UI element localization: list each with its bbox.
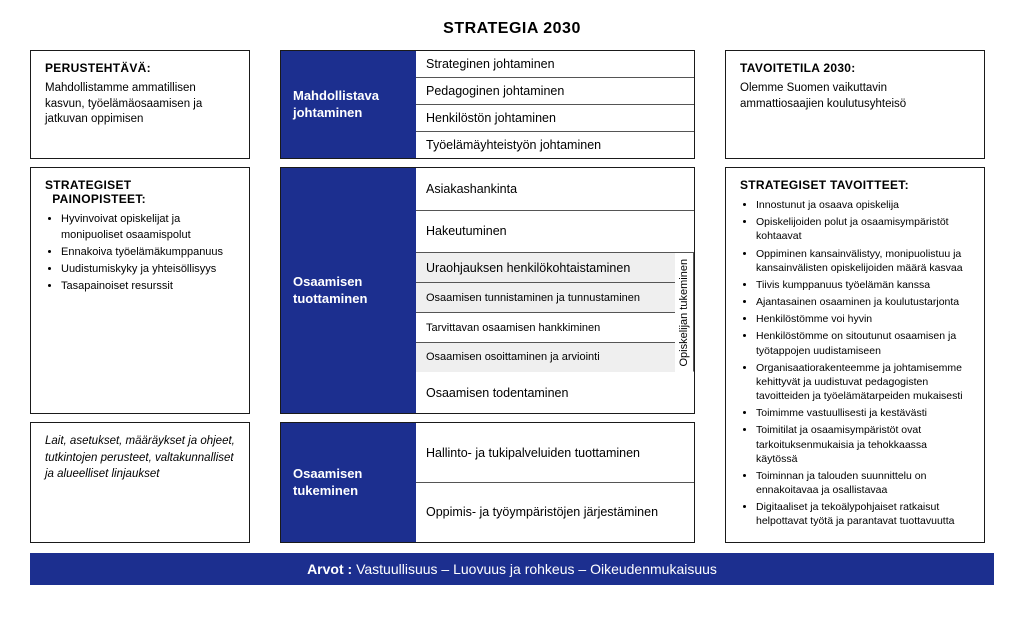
list-item: Toiminnan ja talouden suunnittelu on enn… — [756, 469, 970, 497]
strategic-goals-box: STRATEGISET TAVOITTEET: Innostunut ja os… — [725, 167, 985, 543]
competence-support-label: Osaamisen tukeminen — [281, 423, 416, 541]
legal-box: Lait, asetukset, määräykset ja ohjeet, t… — [30, 422, 250, 542]
list-item: Hakeutuminen — [416, 211, 694, 254]
list-item: Osaamisen todentaminen — [416, 372, 694, 414]
list-item: Hyvinvoivat opiskelijat ja monipuoliset … — [61, 212, 235, 244]
competence-production-items: Asiakashankinta Hakeutuminen Uraohjaukse… — [416, 168, 694, 413]
list-item: Oppiminen kansainvälistyy, monipuolistuu… — [756, 247, 970, 275]
list-item: Henkilöstömme voi hyvin — [756, 312, 970, 326]
list-item: Ennakoiva työelämäkumppanuus — [61, 245, 235, 261]
list-item: Oppimis- ja työympäristöjen järjestämine… — [416, 483, 694, 542]
list-item: Uudistumiskyky ja yhteisöllisyys — [61, 262, 235, 278]
list-item: Henkilöstömme on sitoutunut osaamisen ja… — [756, 329, 970, 357]
enabling-leadership-items: Strateginen johtaminenPedagoginen johtam… — [416, 51, 694, 158]
strategic-goals-title: STRATEGISET TAVOITTEET: — [740, 178, 970, 192]
priorities-list: Hyvinvoivat opiskelijat ja monipuoliset … — [45, 212, 235, 295]
list-item: Uraohjauksen henkilökohtaistaminen — [416, 253, 675, 283]
list-item: Digitaaliset ja tekoälypohjaiset ratkais… — [756, 500, 970, 528]
competence-support-items: Hallinto- ja tukipalveluiden tuottaminen… — [416, 423, 694, 541]
list-item: Osaamisen osoittaminen ja arviointi — [416, 343, 675, 372]
competence-production-block: Osaamisen tuottaminen Asiakashankinta Ha… — [280, 167, 695, 414]
competence-production-label: Osaamisen tuottaminen — [281, 168, 416, 413]
list-item: Strateginen johtaminen — [416, 51, 694, 78]
list-item: Innostunut ja osaava opiskelija — [756, 198, 970, 212]
priorities-title: STRATEGISET PAINOPISTEET: — [45, 178, 235, 206]
priorities-box: STRATEGISET PAINOPISTEET: Hyvinvoivat op… — [30, 167, 250, 414]
list-item: Ajantasainen osaaminen ja koulutustarjon… — [756, 295, 970, 309]
list-item: Tarvittavan osaamisen hankkiminen — [416, 313, 675, 343]
values-footer: Arvot : Vastuullisuus – Luovuus ja rohke… — [30, 553, 994, 585]
enabling-leadership-label: Mahdollistava johtaminen — [281, 51, 416, 158]
student-support-label: Opiskelijan tukeminen — [675, 253, 694, 372]
list-item: Opiskelijoiden polut ja osaamisympäristö… — [756, 215, 970, 243]
list-item: Henkilöstön johtaminen — [416, 105, 694, 132]
vision-body: Olemme Suomen vaikuttavin ammattiosaajie… — [740, 81, 970, 112]
list-item: Toimimme vastuullisesti ja kestävästi — [756, 406, 970, 420]
mission-body: Mahdollistamme ammatillisen kasvun, työe… — [45, 81, 235, 128]
strategic-goals-list: Innostunut ja osaava opiskelija Opiskelij… — [740, 198, 970, 529]
list-item: Työelämäyhteistyön johtaminen — [416, 132, 694, 158]
list-item: Asiakashankinta — [416, 168, 694, 211]
strategy-grid: PERUSTEHTÄVÄ: Mahdollistamme ammatillise… — [30, 50, 994, 543]
mission-title: PERUSTEHTÄVÄ: — [45, 61, 235, 75]
legal-text: Lait, asetukset, määräykset ja ohjeet, t… — [45, 433, 235, 481]
list-item: Toimitilat ja osaamisympäristöt ovat tar… — [756, 423, 970, 466]
competence-support-block: Osaamisen tukeminen Hallinto- ja tukipal… — [280, 422, 695, 542]
list-item: Hallinto- ja tukipalveluiden tuottaminen — [416, 423, 694, 483]
values-text: Vastuullisuus – Luovuus ja rohkeus – Oik… — [352, 561, 717, 577]
page-title: STRATEGIA 2030 — [30, 20, 994, 38]
values-label: Arvot : — [307, 561, 352, 577]
list-item: Organisaatiorakenteemme ja johtamisemme … — [756, 361, 970, 404]
list-item: Tasapainoiset resurssit — [61, 279, 235, 295]
mission-box: PERUSTEHTÄVÄ: Mahdollistamme ammatillise… — [30, 50, 250, 159]
list-item: Osaamisen tunnistaminen ja tunnustaminen — [416, 283, 675, 313]
list-item: Tiivis kumppanuus työelämän kanssa — [756, 278, 970, 292]
enabling-leadership-block: Mahdollistava johtaminen Strateginen joh… — [280, 50, 695, 159]
list-item: Pedagoginen johtaminen — [416, 78, 694, 105]
vision-box: TAVOITETILA 2030: Olemme Suomen vaikutta… — [725, 50, 985, 159]
vision-title: TAVOITETILA 2030: — [740, 61, 970, 75]
